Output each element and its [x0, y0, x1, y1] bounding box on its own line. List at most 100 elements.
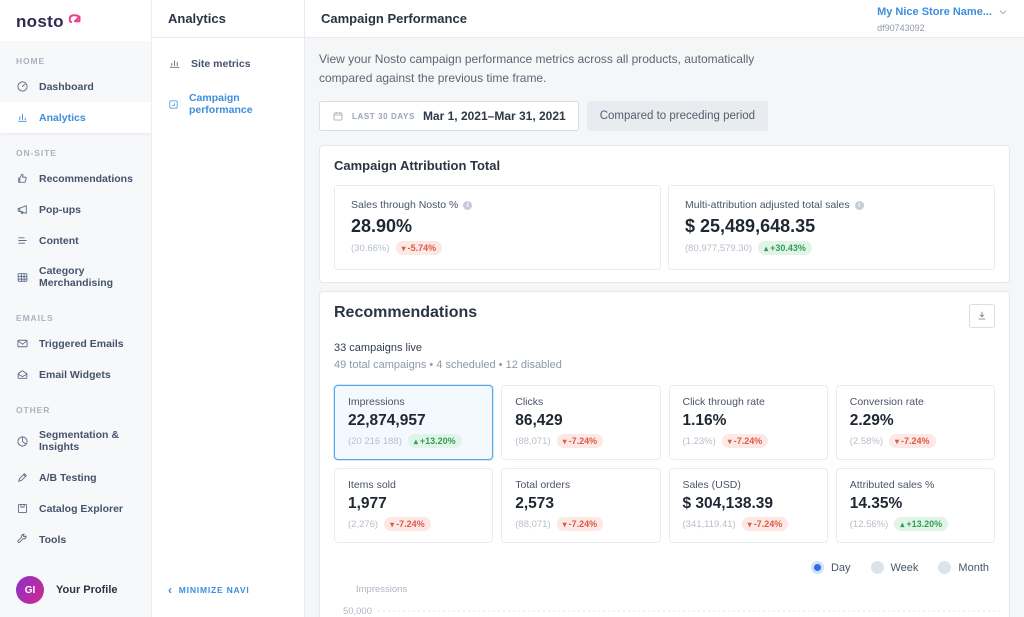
envelope-icon — [16, 337, 29, 350]
sidebar-item-triggered-emails[interactable]: Triggered Emails — [0, 328, 151, 359]
gauge-icon — [16, 80, 29, 93]
campaigns-summary: 49 total campaigns • 4 scheduled • 12 di… — [334, 359, 995, 371]
pen-icon — [16, 471, 29, 484]
primary-sidebar: nosto HOME Dashboard Analytics ON-SITE R… — [0, 0, 152, 617]
page-description: View your Nosto campaign performance met… — [319, 50, 764, 87]
metric-card-conversion-rate[interactable]: Conversion rate 2.29% (2.58%)-7.24% — [836, 385, 995, 460]
app-window: nosto HOME Dashboard Analytics ON-SITE R… — [0, 0, 1024, 617]
sidebar-item-segmentation-insights[interactable]: Segmentation & Insights — [0, 420, 151, 462]
change-badge: +13.20% — [894, 517, 948, 531]
metric-value: 28.90% — [351, 216, 644, 237]
metric-card-clicks[interactable]: Clicks 86,429 (88,071)-7.24% — [501, 385, 660, 460]
sidebar-item-analytics[interactable]: Analytics — [0, 102, 151, 133]
metric-card-sales-usd[interactable]: Sales (USD) $ 304,138.39 (341,119.41)-7.… — [669, 468, 828, 543]
impressions-chart: Impressions 50,00040,00030,000 — [334, 584, 995, 617]
date-range-value: Mar 1, 2021–Mar 31, 2021 — [423, 109, 566, 123]
nav-section-emails: EMAILS — [0, 298, 151, 328]
sidebar-item-recommendations[interactable]: Recommendations — [0, 163, 151, 194]
change-badge: -5.74% — [396, 241, 443, 255]
metric-card-items-sold[interactable]: Items sold 1,977 (2,276)-7.24% — [334, 468, 493, 543]
minimize-nav-button[interactable]: ‹ MINIMIZE NAVI — [152, 571, 304, 617]
compare-period-button[interactable]: Compared to preceding period — [587, 101, 768, 131]
date-range-picker[interactable]: LAST 30 DAYS Mar 1, 2021–Mar 31, 2021 — [319, 101, 579, 131]
megaphone-icon — [16, 203, 29, 216]
change-badge: +30.43% — [758, 241, 812, 255]
campaigns-live-count: 33 campaigns live — [334, 342, 995, 354]
sidebar-item-tools[interactable]: Tools — [0, 524, 151, 555]
filter-bar: LAST 30 DAYS Mar 1, 2021–Mar 31, 2021 Co… — [319, 101, 1010, 131]
main-area: Campaign Performance My Nice Store Name.… — [305, 0, 1024, 617]
sidebar-item-content[interactable]: Content — [0, 225, 151, 256]
svg-text:50,000: 50,000 — [343, 606, 372, 617]
campaign-performance-icon — [168, 98, 179, 111]
previous-value: (30.66%) — [351, 243, 390, 254]
list-icon — [16, 234, 29, 247]
sidebar-item-catalog-explorer[interactable]: Catalog Explorer — [0, 493, 151, 524]
store-name[interactable]: My Nice Store Name... — [877, 6, 992, 20]
nav-section-home: HOME — [0, 41, 151, 71]
change-badge: -7.24% — [722, 434, 769, 448]
change-badge: -7.24% — [557, 517, 604, 531]
attribution-card-multi-attribution-sales: Multi-attribution adjusted total salesi … — [668, 185, 995, 270]
sidebar-item-ab-testing[interactable]: A/B Testing — [0, 462, 151, 493]
info-icon[interactable]: i — [855, 201, 864, 210]
change-badge: -7.24% — [384, 517, 431, 531]
nosto-logo[interactable]: nosto — [0, 0, 151, 41]
thumbs-up-icon — [16, 172, 29, 185]
sidebar-item-settings[interactable]: Settings — [0, 555, 151, 563]
store-switcher[interactable]: My Nice Store Name... df90743092 — [877, 3, 1008, 34]
nosto-arrow-icon — [66, 10, 84, 33]
radio-day[interactable]: Day — [811, 561, 851, 574]
profile-label[interactable]: Your Profile — [56, 584, 118, 596]
pie-chart-icon — [16, 435, 29, 448]
calendar-icon — [332, 110, 344, 122]
content: View your Nosto campaign performance met… — [305, 38, 1024, 617]
metric-grid: Impressions 22,874,957 (20 216 188)+13.2… — [334, 385, 995, 543]
radio-week[interactable]: Week — [871, 561, 919, 574]
recommendations-title: Recommendations — [334, 304, 477, 322]
sidebar-item-email-widgets[interactable]: Email Widgets — [0, 359, 151, 390]
change-badge: -7.24% — [557, 434, 604, 448]
profile-section: GI Your Profile — [0, 563, 151, 617]
chevron-left-icon: ‹ — [168, 586, 173, 594]
nav-item-site-metrics[interactable]: Site metrics — [152, 46, 304, 81]
primary-nav: HOME Dashboard Analytics ON-SITE Recomme… — [0, 41, 151, 563]
nav-section-onsite: ON-SITE — [0, 133, 151, 163]
recommendations-card: Recommendations 33 campaigns live 49 tot… — [319, 291, 1010, 617]
catalog-icon — [16, 502, 29, 515]
info-icon[interactable]: i — [463, 201, 472, 210]
metric-card-impressions[interactable]: Impressions 22,874,957 (20 216 188)+13.2… — [334, 385, 493, 460]
line-chart-canvas[interactable]: 50,00040,00030,000 — [338, 599, 1005, 617]
metric-value: $ 25,489,648.35 — [685, 216, 978, 237]
attribution-title: Campaign Attribution Total — [334, 158, 995, 173]
nav-item-campaign-performance[interactable]: Campaign performance — [152, 81, 304, 127]
metric-card-click-through-rate[interactable]: Click through rate 1.16% (1.23%)-7.24% — [669, 385, 828, 460]
date-range-label: LAST 30 DAYS — [352, 112, 415, 121]
secondary-nav-title: Analytics — [152, 0, 304, 38]
metric-card-attributed-sales[interactable]: Attributed sales % 14.35% (12.56%)+13.20… — [836, 468, 995, 543]
sidebar-item-dashboard[interactable]: Dashboard — [0, 71, 151, 102]
download-icon — [976, 310, 988, 322]
previous-value: (80,977,579.30) — [685, 243, 752, 254]
download-button[interactable] — [969, 304, 995, 328]
sidebar-item-popups[interactable]: Pop-ups — [0, 194, 151, 225]
nav-section-other: OTHER — [0, 390, 151, 420]
change-badge: -7.24% — [889, 434, 936, 448]
main-header: Campaign Performance My Nice Store Name.… — [305, 0, 1024, 38]
avatar[interactable]: GI — [16, 576, 44, 604]
grid-icon — [16, 271, 29, 284]
sidebar-item-category-merchandising[interactable]: Category Merchandising — [0, 256, 151, 298]
wrench-icon — [16, 533, 29, 546]
secondary-sidebar: Analytics Site metrics Campaign performa… — [152, 0, 305, 617]
bar-chart-icon — [16, 111, 29, 124]
campaign-attribution-card: Campaign Attribution Total Sales through… — [319, 145, 1010, 283]
radio-icon — [938, 561, 951, 574]
envelope-open-icon — [16, 368, 29, 381]
attribution-card-sales-through-nosto: Sales through Nosto %i 28.90% (30.66%) -… — [334, 185, 661, 270]
granularity-toggle: Day Week Month — [340, 561, 989, 574]
chart-axis-label: Impressions — [356, 584, 991, 595]
metric-card-total-orders[interactable]: Total orders 2,573 (88,071)-7.24% — [501, 468, 660, 543]
store-id: df90743092 — [877, 23, 1008, 34]
radio-month[interactable]: Month — [938, 561, 989, 574]
chevron-down-icon — [998, 3, 1008, 23]
